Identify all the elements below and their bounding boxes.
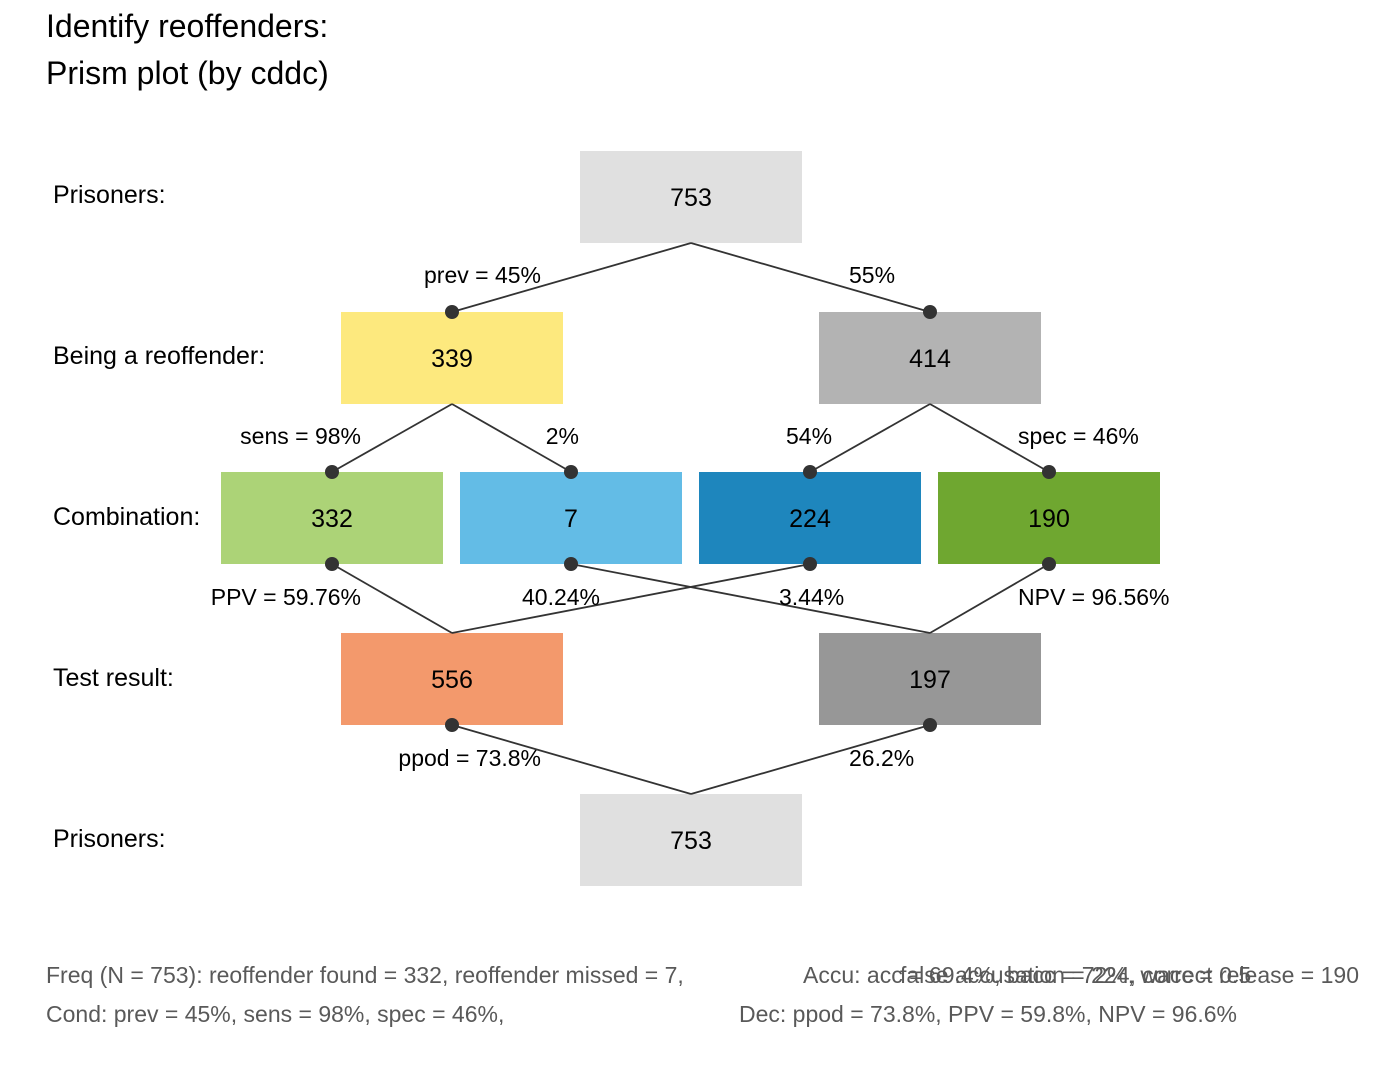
dot-neg-bottom [923,718,937,732]
box-reoffender-true [341,312,563,404]
diagram-title-line-1: Identify reoffenders: [46,8,329,44]
box-miss-value: 7 [564,505,578,533]
edge-false-to-fa [809,403,931,473]
row-label-prisoners-bottom: Prisoners: [53,825,166,853]
box-reoffender-false [819,312,1041,404]
edge-label-fa-rate: 54% [786,423,832,449]
box-false-alarm-value: 224 [789,505,831,533]
edge-top-to-false [690,242,931,313]
box-correct-rejection-value: 190 [1028,505,1070,533]
dot-miss-bottom [564,557,578,571]
dot-miss-top [564,465,578,479]
box-hit-value: 332 [311,505,353,533]
box-miss [460,472,682,564]
edge-label-ppv: PPV = 59.76% [211,584,361,610]
edge-label-not-prev: 55% [849,262,895,288]
box-reoffender-false-value: 414 [909,345,951,373]
box-population-top [580,151,802,243]
dot-false-top [923,305,937,319]
edge-label-prev: prev = 45% [424,262,541,288]
row-label-prisoners-top: Prisoners: [53,181,166,209]
dot-fa-top [803,465,817,479]
edge-dots [325,305,1056,732]
edge-fa-to-pos [451,563,811,634]
box-decision-negative-value: 197 [909,666,951,694]
edge-miss-to-neg [570,563,931,634]
dot-hit-top [325,465,339,479]
edge-label-fdr: 3.44% [779,584,844,610]
box-decision-positive-value: 556 [431,666,473,694]
box-population-bottom-value: 753 [670,827,712,855]
dot-fa-bottom [803,557,817,571]
edge-neg-to-bottom [690,724,931,795]
edge-label-for: 40.24% [522,584,600,610]
edge-label-npv: NPV = 96.56% [1018,584,1170,610]
edge-true-to-hit [331,403,453,473]
footer-condition-summary: Cond: prev = 45%, sens = 98%, spec = 46%… [46,1001,504,1027]
edge-false-to-cr [929,403,1050,473]
edge-label-ppod: ppod = 73.8% [398,745,541,771]
edge-label-not-ppod: 26.2% [849,745,914,771]
edge-label-spec: spec = 46% [1018,423,1139,449]
dot-cr-top [1042,465,1056,479]
box-population-bottom [580,794,802,886]
diagram-title-line-2: Prism plot (by cddc) [46,55,329,91]
edge-cr-to-neg [929,563,1050,634]
edge-true-to-miss [451,403,572,473]
box-correct-rejection [938,472,1160,564]
box-reoffender-true-value: 339 [431,345,473,373]
dot-true-top [445,305,459,319]
edge-pos-to-bottom [451,724,692,795]
dot-hit-bottom [325,557,339,571]
box-decision-positive [341,633,563,725]
edge-hit-to-pos [331,563,453,634]
box-population-top-value: 753 [670,184,712,212]
dot-cr-bottom [1042,557,1056,571]
box-false-alarm [699,472,921,564]
edge-lines [331,242,1050,795]
edge-top-to-true [451,242,692,313]
footer-accuracy-overlap: Accu: acc = 69.4%, bacc = 72%, wacc = 0.… [803,962,1251,988]
row-label-condition: Being a reoffender: [53,342,265,370]
box-hit [221,472,443,564]
footer-decision-summary: Dec: ppod = 73.8%, PPV = 59.8%, NPV = 96… [739,1001,1237,1027]
box-decision-negative [819,633,1041,725]
footer-freq-right: false accusation = 224, correct release … [900,962,1359,988]
row-label-combination: Combination: [53,503,200,531]
edge-label-miss-rate: 2% [546,423,579,449]
edge-label-sens: sens = 98% [240,423,361,449]
dot-pos-bottom [445,718,459,732]
footer-freq-left: Freq (N = 753): reoffender found = 332, … [46,962,684,988]
row-label-test-result: Test result: [53,664,174,692]
